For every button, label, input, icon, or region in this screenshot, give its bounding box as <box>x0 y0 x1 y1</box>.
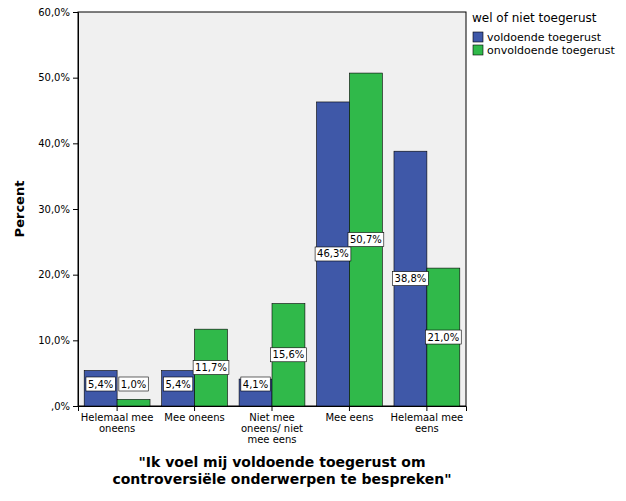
y-tick: 10,0% <box>38 335 78 346</box>
x-tick: Helemaal meeeens <box>391 406 464 434</box>
y-tick-label: 10,0% <box>38 335 70 346</box>
x-tick-label: Niet meeoneens/ nietmee eens <box>241 412 303 445</box>
data-label-text: 21,0% <box>427 332 459 343</box>
bar <box>272 304 305 406</box>
x-tick: Niet meeoneens/ nietmee eens <box>241 406 303 445</box>
y-axis-line <box>73 13 79 407</box>
data-label-box <box>241 377 270 391</box>
legend-swatch <box>473 32 483 42</box>
x-tick-mark <box>426 406 427 411</box>
data-label: 38,8% <box>393 272 429 286</box>
data-label: 50,7% <box>348 233 384 247</box>
data-label-text: 1,0% <box>121 379 146 390</box>
data-label-text: 11,7% <box>195 362 227 373</box>
bar <box>394 151 427 406</box>
data-labels: 5,4% 5,4% 4,1% 46,3% 38,8% 1,0% 11,7% 15,6% 50,7… <box>86 233 461 391</box>
legend-label: voldoende toegerust <box>487 31 602 44</box>
y-tick-mark <box>73 406 78 407</box>
data-label-box <box>193 361 229 375</box>
y-tick-label: 60,0% <box>38 7 70 18</box>
x-tick-label: Helemaal meeoneens <box>81 412 154 434</box>
x-axis-title: "Ik voel mij voldoende toegerust omcontr… <box>112 454 451 487</box>
data-label: 5,4% <box>86 377 115 391</box>
data-label-box <box>425 330 461 344</box>
bar <box>162 371 195 406</box>
bar <box>195 329 228 406</box>
y-tick: 60,0% <box>38 7 78 18</box>
data-label: 15,6% <box>271 348 307 362</box>
x-tick: Mee oneens <box>164 406 224 423</box>
data-label-text: 46,3% <box>317 248 349 259</box>
data-label-text: 5,4% <box>88 379 113 390</box>
data-label-text: 50,7% <box>350 234 382 245</box>
data-label: 4,1% <box>241 377 270 391</box>
y-tick-mark <box>73 143 78 144</box>
x-tick-label: Mee oneens <box>164 412 224 423</box>
data-label-text: 38,8% <box>395 273 427 284</box>
y-axis: ,0% 10,0% 20,0% 30,0% 40,0% 50,0% 60,0% <box>38 7 78 412</box>
y-tick: ,0% <box>51 401 78 412</box>
data-label-box <box>348 233 384 247</box>
bar <box>317 102 350 406</box>
x-axis-line <box>79 407 467 412</box>
y-tick-mark <box>73 275 78 276</box>
x-axis: Helemaal meeoneens Mee oneens Niet meeonee… <box>79 406 467 445</box>
data-label-text: 15,6% <box>273 349 305 360</box>
data-label: 11,7% <box>193 361 229 375</box>
y-tick-label: 50,0% <box>38 72 70 83</box>
chart: ,0% 10,0% 20,0% 30,0% 40,0% 50,0% 60,0% Helemaa… <box>0 0 626 501</box>
data-label-text: 5,4% <box>165 379 190 390</box>
x-tick: Helemaal meeoneens <box>81 406 154 434</box>
x-tick-mark <box>349 406 350 411</box>
legend-swatch <box>473 45 483 55</box>
x-tick-mark <box>194 406 195 411</box>
plot-background <box>78 12 466 406</box>
x-tick-mark <box>272 406 273 411</box>
bar <box>84 371 117 406</box>
y-tick-mark <box>73 209 78 210</box>
y-tick: 40,0% <box>38 138 78 149</box>
bar <box>427 268 460 406</box>
bar <box>239 379 272 406</box>
y-tick-label: 40,0% <box>38 138 70 149</box>
x-tick-label: Mee eens <box>325 412 373 423</box>
data-label-box <box>163 377 192 391</box>
y-tick-mark <box>73 78 78 79</box>
bars <box>84 73 460 406</box>
x-tick-mark <box>117 406 118 411</box>
legend-title: wel of niet toegerust <box>472 11 597 25</box>
data-label: 21,0% <box>425 330 461 344</box>
data-label-box <box>393 272 429 286</box>
y-tick: 30,0% <box>38 204 78 215</box>
y-tick-mark <box>73 12 78 13</box>
y-tick-label: ,0% <box>51 401 70 412</box>
data-label-box <box>86 377 115 391</box>
data-label: 1,0% <box>119 377 148 391</box>
data-label-box <box>315 247 351 261</box>
x-tick-label: Helemaal meeeens <box>391 412 464 434</box>
bar <box>117 399 150 406</box>
y-tick-mark <box>73 340 78 341</box>
y-tick-label: 30,0% <box>38 204 70 215</box>
data-label-box <box>119 377 148 391</box>
legend: wel of niet toegerust voldoende toegerust… <box>472 11 615 57</box>
y-axis-title: Percent <box>12 181 27 238</box>
data-label: 46,3% <box>315 247 351 261</box>
bar <box>349 73 382 406</box>
y-tick: 20,0% <box>38 269 78 280</box>
data-label: 5,4% <box>163 377 192 391</box>
data-label-text: 4,1% <box>243 379 268 390</box>
data-label-box <box>271 348 307 362</box>
y-tick-label: 20,0% <box>38 269 70 280</box>
y-tick: 50,0% <box>38 72 78 83</box>
legend-label: onvoldoende toegerust <box>487 44 615 57</box>
x-tick: Mee eens <box>325 406 373 423</box>
